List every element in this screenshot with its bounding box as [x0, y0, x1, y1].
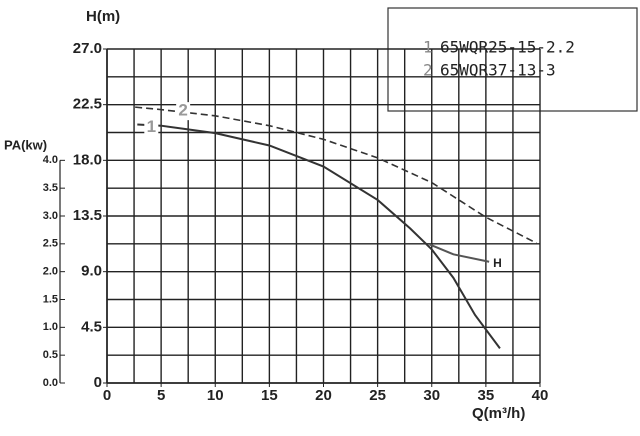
- y-tick-label: 13.5: [73, 207, 102, 224]
- y2-axis-label: PA(kw): [4, 137, 47, 152]
- y-tick-label: 4.5: [81, 318, 102, 335]
- legend-label: 65WQR25-15-2.2: [440, 38, 575, 57]
- curve: [429, 243, 490, 263]
- y2-tick-label: 3.5: [43, 182, 58, 194]
- y2-tick-label: 1.5: [43, 293, 58, 305]
- x-tick-label: 30: [423, 387, 440, 404]
- y2-tick-label: 0.5: [43, 349, 58, 361]
- x-tick-label: 25: [369, 387, 386, 404]
- curve-label: 2: [178, 101, 187, 120]
- curve-label-box: [144, 118, 159, 137]
- y2-tick-label: 1.0: [43, 321, 58, 333]
- y-tick-label: 18.0: [73, 151, 102, 168]
- y-tick-label: 0: [94, 374, 102, 391]
- curve-name: H: [493, 256, 502, 270]
- x-tick-label: 0: [103, 387, 111, 404]
- x-tick-label: 15: [261, 387, 278, 404]
- legend-number: 1: [423, 38, 433, 57]
- x-tick-label: 5: [157, 387, 165, 404]
- curve-label-box: [176, 102, 191, 121]
- y2-tick-label: 2.5: [43, 238, 58, 250]
- legend-label: 65WQR37-13-3: [440, 61, 556, 80]
- y2-tick-label: 3.0: [43, 210, 58, 222]
- curve-label: 1: [147, 117, 156, 136]
- y2-tick-label: 2.0: [43, 266, 58, 278]
- y2-tick-label: 4.0: [43, 154, 58, 166]
- x-tick-label: 10: [207, 387, 224, 404]
- x-axis-label: Q(m³/h): [472, 405, 525, 422]
- y-tick-label: 9.0: [81, 263, 102, 280]
- legend-number: 2: [423, 61, 433, 80]
- y2-tick-label: 0.0: [43, 377, 58, 389]
- y-tick-label: 22.5: [73, 96, 102, 113]
- y-axis-label: H(m): [86, 8, 120, 25]
- x-tick-label: 20: [315, 387, 332, 404]
- y-tick-label: 27.0: [73, 40, 102, 57]
- curve: [137, 123, 501, 349]
- x-tick-label: 35: [478, 387, 495, 404]
- x-tick-label: 40: [532, 387, 549, 404]
